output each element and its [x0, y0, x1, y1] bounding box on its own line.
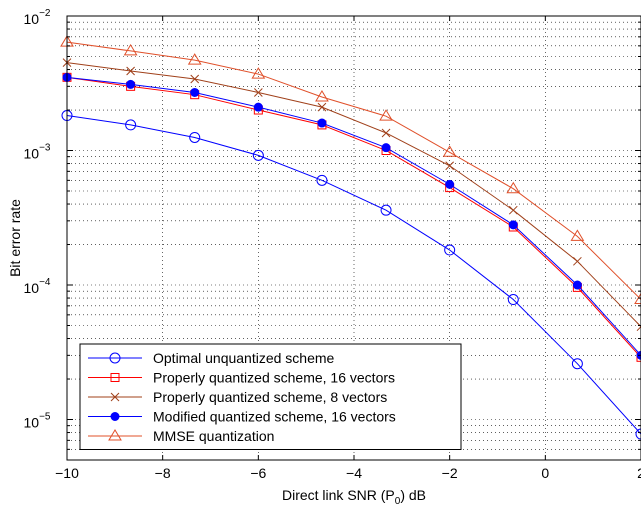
series-3 — [62, 58, 641, 332]
legend-entry-5: MMSE quantization — [88, 428, 274, 444]
series-5-point — [315, 90, 329, 102]
series-1-point — [571, 358, 583, 370]
series-5-point — [570, 229, 585, 241]
series-1-point — [444, 244, 456, 256]
legend-entry-4: Modified quantized scheme, 16 vectors — [88, 409, 396, 425]
x-axis-label: Direct link SNR (P0) dB — [282, 487, 426, 507]
series-4-line — [66, 76, 641, 356]
legend-label: Modified quantized scheme, 16 vectors — [153, 409, 396, 425]
series-3-point — [190, 74, 200, 84]
series-1-line — [66, 115, 641, 435]
series-1-point — [507, 294, 519, 306]
y-tick-label: 10−4 — [24, 277, 51, 296]
series-4 — [62, 72, 641, 360]
series-3-point — [508, 205, 518, 215]
y-axis-label: Bit error rate — [7, 199, 23, 277]
legend-label: Properly quantized scheme, 8 vectors — [153, 389, 387, 405]
series-1-point — [316, 174, 328, 186]
legend-entry-3: Properly quantized scheme, 8 vectors — [88, 389, 387, 405]
legend-label: MMSE quantization — [153, 428, 274, 444]
series-4-point — [381, 143, 391, 153]
series-3-line — [66, 62, 641, 328]
legend-marker — [109, 352, 121, 364]
x-tick-label: 0 — [541, 465, 549, 481]
series-1-point — [635, 428, 641, 440]
legend-label: Properly quantized scheme, 16 vectors — [153, 370, 395, 386]
legend-marker — [108, 429, 122, 441]
axis-ticks: −10 −8 −6 −4 −2 0 2 10−5 10−4 10−3 10−2 — [24, 8, 641, 481]
legend-marker — [110, 392, 120, 402]
series-5-point — [251, 67, 266, 79]
series-2-line — [66, 76, 641, 358]
legend-entry-1: Optimal unquantized scheme — [88, 350, 335, 366]
series-2 — [62, 72, 641, 362]
legend-marker — [110, 412, 120, 421]
legend-marker — [110, 373, 120, 382]
series-5-point — [379, 109, 393, 121]
series-4-point — [253, 102, 263, 112]
series-5-line — [66, 41, 641, 300]
series-1 — [61, 110, 641, 440]
x-tick-label: −2 — [442, 465, 458, 481]
x-tick-label: −8 — [155, 465, 171, 481]
series-4-point — [508, 220, 518, 230]
series-3-point — [126, 66, 135, 76]
series-4-point — [445, 179, 455, 189]
series-1-point — [125, 119, 137, 131]
series-4-point — [190, 87, 200, 97]
series-4-point — [317, 118, 327, 128]
series-5-point — [506, 181, 521, 194]
series-3-point — [253, 88, 263, 97]
y-tick-label: 10−5 — [24, 412, 51, 431]
x-tick-label: −6 — [250, 465, 266, 481]
legend-entry-2: Properly quantized scheme, 16 vectors — [88, 370, 395, 386]
x-tick-label: 2 — [637, 465, 641, 481]
series-3-point — [573, 256, 582, 266]
legend-box — [79, 343, 462, 450]
legend: Optimal unquantized scheme Properly quant… — [79, 343, 462, 450]
series-3-point — [636, 322, 641, 332]
series-5-point — [442, 145, 457, 157]
series-3-point — [317, 102, 327, 112]
x-tick-label: −4 — [346, 465, 362, 481]
series-3-point — [445, 161, 455, 171]
y-tick-label: 10−2 — [24, 8, 51, 27]
series-5-point — [187, 53, 202, 65]
series-5-point — [123, 43, 138, 56]
x-tick-label: −10 — [55, 465, 79, 481]
series-4-point — [572, 280, 582, 290]
legend-label: Optimal unquantized scheme — [153, 350, 335, 366]
series-3-point — [381, 128, 391, 138]
y-tick-label: 10−3 — [24, 143, 51, 162]
series-1-point — [252, 149, 264, 161]
series-1-point — [380, 204, 392, 216]
series-4-point — [126, 79, 136, 89]
series-1-point — [189, 131, 201, 143]
